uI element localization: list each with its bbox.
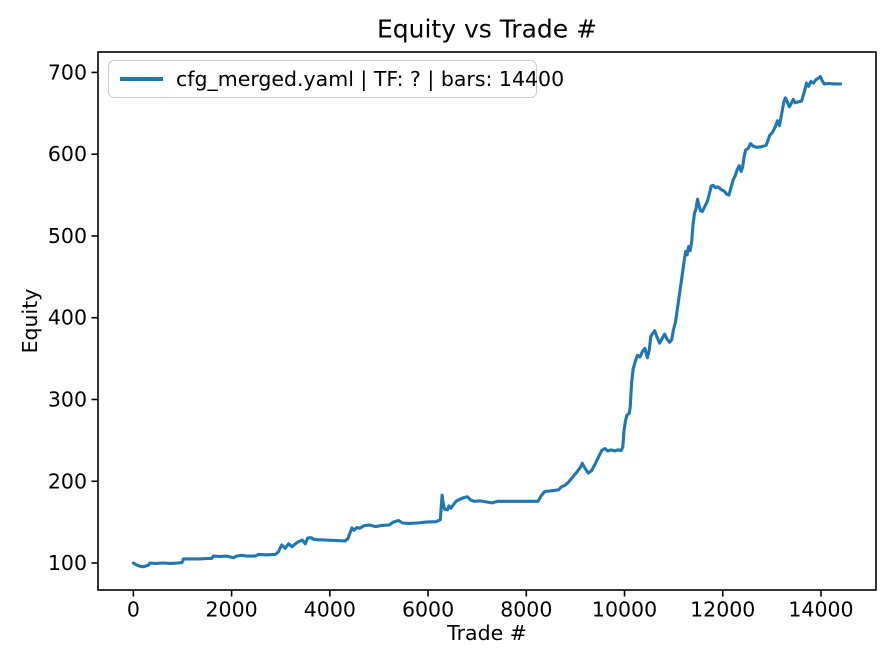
x-axis-tick-label: 4000 <box>304 598 356 622</box>
y-axis-tick-label: 300 <box>48 387 87 411</box>
x-axis-tick-label: 8000 <box>500 598 552 622</box>
x-axis-tick-label: 10000 <box>592 598 657 622</box>
y-axis-label: Equity <box>18 288 42 354</box>
x-axis-tick-label: 12000 <box>690 598 755 622</box>
x-axis-tick-label: 0 <box>127 598 140 622</box>
y-axis-tick-label: 500 <box>48 224 87 248</box>
equity-line <box>131 74 843 569</box>
y-axis-tick-label: 700 <box>48 60 87 84</box>
x-axis-tick-label: 6000 <box>402 598 454 622</box>
plot-border <box>97 51 877 591</box>
y-axis-tick-label: 600 <box>48 142 87 166</box>
legend-label: cfg_merged.yaml | TF: ? | bars: 14400 <box>176 67 565 91</box>
x-axis-tick-label: 2000 <box>206 598 258 622</box>
chart-title: Equity vs Trade # <box>376 14 598 44</box>
legend: cfg_merged.yaml | TF: ? | bars: 14400 <box>108 60 564 98</box>
y-axis-tick-label: 100 <box>48 551 87 575</box>
x-axis-tick-label: 14000 <box>788 598 853 622</box>
y-axis-tick-label: 200 <box>48 469 87 493</box>
x-axis-label: Trade # <box>447 621 527 645</box>
y-axis-tick-label: 400 <box>48 306 87 330</box>
legend-line-swatch <box>120 77 163 81</box>
